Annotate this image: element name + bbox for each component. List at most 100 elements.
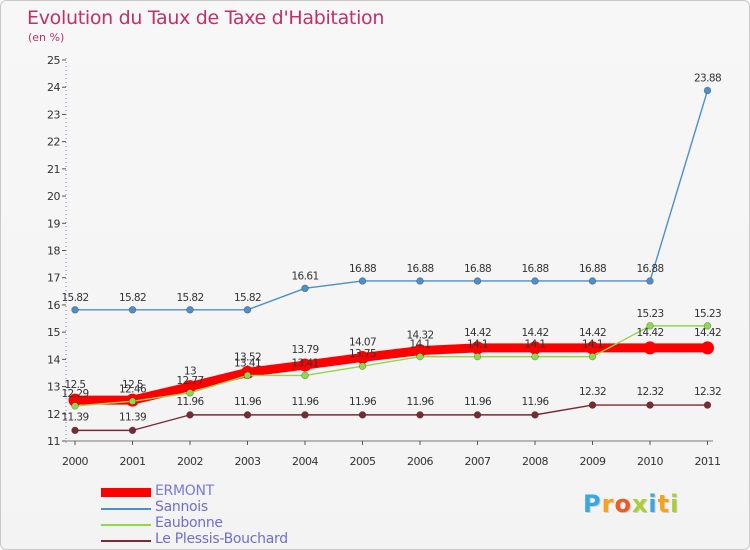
data-point (71, 426, 79, 435)
legend-label: Eaubonne (155, 515, 223, 531)
data-point (646, 277, 654, 285)
data-point (528, 341, 542, 355)
data-label: 14.1 (410, 339, 431, 351)
data-point (586, 341, 599, 355)
data-label: 14.42 (464, 327, 491, 339)
series-line (74, 325, 709, 407)
data-point (186, 389, 194, 397)
data-point (186, 411, 194, 419)
x-tick-label: 2004 (292, 455, 318, 468)
data-point (703, 401, 712, 409)
logo-letter: i (670, 490, 680, 518)
data-point (358, 362, 367, 370)
data-point (128, 426, 137, 435)
data-label: 13.41 (291, 357, 318, 369)
data-point (473, 352, 482, 361)
data-label: 14.1 (582, 339, 603, 351)
x-tick-label: 2010 (637, 455, 663, 468)
data-point (183, 380, 197, 394)
legend-swatch (101, 540, 151, 542)
y-tick-label: 21 (47, 163, 60, 176)
data-point (531, 411, 539, 419)
y-tick-label: 19 (47, 217, 60, 230)
data-label: 12.46 (119, 383, 147, 395)
data-point (588, 352, 597, 361)
chart-title: Evolution du Taux de Taxe d'Habitation (27, 7, 385, 29)
data-point (531, 277, 539, 285)
data-label: 11.96 (234, 396, 262, 408)
data-label: 12.77 (176, 375, 203, 387)
data-point (413, 344, 427, 358)
series-le-plessis-bouchard (71, 401, 712, 435)
data-point (588, 277, 597, 285)
data-label: 11.96 (406, 396, 434, 408)
legend-label: Sannois (155, 499, 208, 515)
data-label: 16.61 (291, 270, 318, 282)
x-tick-label: 2006 (407, 455, 433, 468)
x-tick-label: 2007 (465, 455, 491, 468)
data-point (301, 371, 309, 380)
data-label: 11.96 (521, 396, 549, 408)
data-point (473, 277, 482, 285)
data-label: 15.82 (176, 292, 203, 304)
y-tick-label: 16 (47, 299, 60, 312)
data-point (243, 411, 252, 419)
x-tick-label: 2005 (350, 455, 376, 468)
data-label: 14.1 (525, 339, 546, 351)
data-point (416, 352, 424, 361)
data-label: 14.32 (406, 330, 433, 342)
data-label: 11.96 (291, 396, 319, 408)
data-label: 14.42 (636, 327, 663, 339)
data-label: 11.96 (464, 396, 492, 408)
x-tick-label: 2000 (62, 455, 88, 468)
y-tick-label: 14 (47, 353, 60, 366)
data-label: 14.42 (521, 327, 548, 339)
legend-swatch (101, 524, 151, 526)
data-label: 16.88 (579, 263, 606, 275)
data-point (358, 277, 367, 285)
series-sannois (71, 86, 712, 314)
data-label: 14.42 (579, 327, 606, 339)
data-point (703, 322, 712, 330)
data-point (298, 358, 312, 372)
data-point (643, 341, 657, 355)
data-label: 16.88 (521, 263, 548, 275)
legend-swatch (101, 508, 151, 510)
legend-swatch (101, 488, 151, 497)
data-label: 14.1 (467, 339, 488, 351)
x-tick-label: 2011 (695, 455, 721, 468)
y-tick-label: 23 (47, 108, 60, 121)
data-point (416, 277, 424, 285)
data-label: 12.5 (65, 379, 86, 391)
data-label: 12.5 (122, 379, 143, 391)
legend-label: ERMONT (155, 483, 214, 499)
y-tick-label: 13 (47, 381, 60, 394)
data-label: 12.32 (636, 386, 663, 398)
y-tick-label: 15 (47, 326, 60, 339)
y-tick-label: 25 (47, 54, 60, 67)
data-label: 13.79 (291, 344, 318, 356)
data-point (588, 401, 597, 409)
data-point (473, 411, 482, 419)
series-line (74, 404, 709, 432)
x-tick-label: 2008 (522, 455, 548, 468)
data-label: 13.52 (234, 351, 261, 363)
y-tick-label: 22 (47, 136, 60, 149)
data-label: 13 (184, 366, 196, 378)
logo-letter: o (614, 490, 632, 518)
data-point (301, 284, 309, 293)
data-point (356, 350, 369, 364)
data-point (68, 393, 82, 407)
data-label: 11.39 (61, 411, 88, 423)
data-label: 13.75 (349, 348, 376, 360)
data-point (243, 306, 252, 314)
data-label: 15.82 (234, 292, 261, 304)
data-label: 12.29 (61, 388, 88, 400)
data-label: 12.32 (694, 386, 721, 398)
data-point (416, 411, 424, 419)
data-point (531, 352, 539, 361)
data-point (71, 402, 79, 410)
x-tick-label: 2001 (120, 455, 146, 468)
